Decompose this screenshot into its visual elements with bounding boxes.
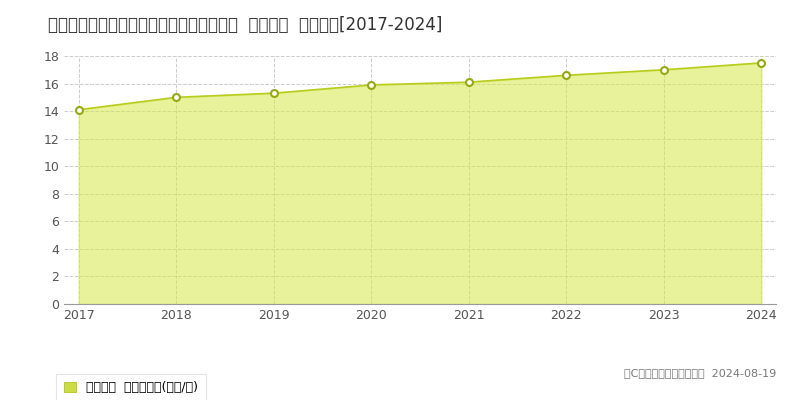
Legend: 地価公示  平均坪単価(万円/坪): 地価公示 平均坪単価(万円/坪) (56, 374, 206, 400)
Text: 埼玉県日高市大字大谷沢字藤塚１５番３外  地価公示  地価推移[2017-2024]: 埼玉県日高市大字大谷沢字藤塚１５番３外 地価公示 地価推移[2017-2024] (48, 16, 442, 34)
Text: （C）土地価格ドットコム  2024-08-19: （C）土地価格ドットコム 2024-08-19 (624, 368, 776, 378)
